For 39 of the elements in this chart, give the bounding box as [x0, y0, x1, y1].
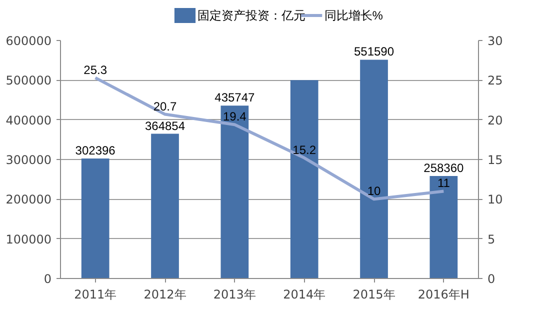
x-tick-label: 2014年 [283, 288, 326, 302]
y-tick-label: 200000 [6, 192, 52, 207]
data-label: 19.4 [222, 110, 247, 124]
y-tick-label: 400000 [6, 113, 52, 128]
data-label: 364854 [144, 118, 186, 133]
y2-tick-label: 5 [488, 232, 496, 246]
y2-tick-label: 25 [488, 74, 503, 88]
bar [290, 80, 318, 278]
data-label: 15.2 [292, 142, 316, 157]
data-label: 258360 [424, 161, 464, 176]
bar [81, 158, 110, 278]
y2-tick-label: 30 [488, 34, 503, 48]
y2-tick-label: 0 [488, 272, 496, 286]
x-tick-label: 2013年 [213, 288, 256, 302]
y2-tick-label: 20 [488, 113, 503, 128]
y2-tick-label: 10 [488, 192, 503, 207]
data-label: 25.3 [84, 62, 108, 77]
y-tick-label: 0 [44, 272, 52, 286]
bar [360, 60, 388, 278]
y-tick-label: 500000 [6, 74, 52, 88]
y-tick-label: 100000 [6, 232, 52, 246]
legend-label: 同比增长% [324, 8, 384, 22]
data-label: 435747 [214, 90, 256, 105]
data-label: 302396 [75, 144, 116, 158]
data-label: 20.7 [153, 99, 178, 114]
y-tick-label: 600000 [6, 34, 52, 48]
bar [151, 134, 179, 278]
y-tick-label: 300000 [6, 153, 52, 167]
x-tick-label: 2016年H [418, 288, 470, 302]
legend-label: 固定资产投资：亿元 [198, 8, 306, 22]
bar [220, 106, 249, 278]
x-tick-label: 2012年 [144, 288, 186, 302]
bar [430, 176, 458, 278]
data-label: 11 [437, 176, 450, 190]
y2-tick-label: 15 [488, 153, 503, 167]
x-tick-label: 2011年 [74, 288, 117, 302]
data-label: 10 [367, 184, 381, 198]
x-tick-label: 2015年 [352, 288, 396, 302]
data-label: 551590 [354, 44, 394, 59]
